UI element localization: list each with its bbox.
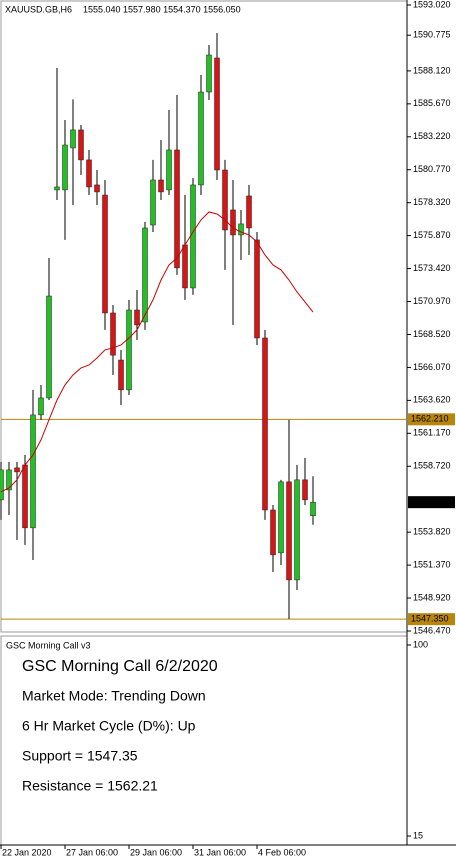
moving-average bbox=[0, 211, 314, 493]
candle-body bbox=[230, 209, 236, 236]
candle-body bbox=[46, 295, 52, 399]
indicator-pane bbox=[0, 635, 408, 846]
candle-body bbox=[14, 467, 20, 473]
y-tick-label: 1568.520 bbox=[413, 329, 451, 339]
y-tick-label: 1548.920 bbox=[413, 592, 451, 602]
y-tick-label: 1561.170 bbox=[413, 428, 451, 438]
y-tick-label: 1593.020 bbox=[413, 0, 451, 9]
indicator-line: Support = 1547.35 bbox=[22, 748, 138, 764]
indicator-line: Market Mode: Trending Down bbox=[22, 688, 206, 704]
candle-body bbox=[38, 397, 44, 416]
level-box bbox=[408, 613, 455, 626]
candle-body bbox=[206, 54, 212, 93]
candle-body bbox=[286, 481, 292, 581]
x-tick-label: 29 Jan 06:00 bbox=[130, 847, 182, 857]
x-tick-label: 27 Jan 06:00 bbox=[66, 847, 118, 857]
candle-body bbox=[30, 414, 36, 529]
y-tick-label: 1551.370 bbox=[413, 559, 451, 569]
y-tick-label: 1578.320 bbox=[413, 197, 451, 207]
candle-body bbox=[166, 149, 172, 191]
indicator-title: GSC Morning Call v3 bbox=[6, 640, 91, 650]
x-tick-label: 22 Jan 2020 bbox=[2, 847, 52, 857]
current-price-label: 1556.050 bbox=[411, 497, 449, 507]
y-tick-label: 1585.670 bbox=[413, 98, 451, 108]
candle-body bbox=[182, 244, 188, 289]
candle-body bbox=[214, 57, 220, 171]
candle-body bbox=[190, 184, 196, 289]
candle-body bbox=[110, 312, 116, 356]
symbol: XAUUSD.GB,H6 bbox=[5, 4, 72, 14]
level-label: 1547.350 bbox=[411, 614, 449, 624]
y-tick-label: 1575.870 bbox=[413, 230, 451, 240]
candle-body bbox=[270, 509, 276, 556]
candle-body bbox=[22, 464, 28, 529]
candle-body bbox=[150, 179, 156, 226]
candle-body bbox=[158, 179, 164, 193]
candle-body bbox=[222, 169, 228, 231]
y-tick-label: 1566.070 bbox=[413, 362, 451, 372]
candle-body bbox=[174, 149, 180, 269]
candle-body bbox=[54, 186, 60, 191]
y-tick-label: 1580.770 bbox=[413, 164, 451, 174]
candle-body bbox=[126, 309, 132, 391]
candle-body bbox=[238, 223, 244, 236]
y-tick-label: 1570.970 bbox=[413, 296, 451, 306]
candle-body bbox=[134, 309, 140, 326]
candle-body bbox=[254, 239, 260, 339]
candle-body bbox=[102, 194, 108, 314]
y-tick-label: 1558.720 bbox=[413, 461, 451, 471]
candle-body bbox=[246, 195, 252, 229]
candle-body bbox=[118, 359, 124, 391]
y-tick-label: 1563.620 bbox=[413, 395, 451, 405]
ohlc-label: 1555.040 1557.980 1554.370 1556.050 bbox=[83, 4, 241, 14]
indicator-heading: GSC Morning Call 6/2/2020 bbox=[22, 658, 218, 675]
indicator-tick-label: 15 bbox=[413, 830, 423, 840]
candle-body bbox=[62, 144, 68, 191]
candle-body bbox=[70, 129, 76, 149]
candle-body bbox=[86, 159, 92, 188]
candle-body bbox=[294, 479, 300, 581]
candle-body bbox=[6, 469, 12, 491]
candle-body bbox=[94, 184, 100, 193]
level-label: 1562.210 bbox=[411, 414, 449, 424]
y-tick-label: 1546.470 bbox=[413, 625, 451, 635]
y-tick-label: 1590.775 bbox=[413, 30, 451, 40]
candle-body bbox=[310, 501, 316, 517]
y-tick-label: 1573.420 bbox=[413, 263, 451, 273]
x-tick-label: 4 Feb 06:00 bbox=[258, 847, 306, 857]
y-tick-label: 1583.220 bbox=[413, 131, 451, 141]
indicator-line: 6 Hr Market Cycle (D%): Up bbox=[22, 718, 196, 734]
y-tick-label: 1588.120 bbox=[413, 65, 451, 75]
candle-body bbox=[142, 227, 148, 323]
indicator-tick-label: 100 bbox=[413, 639, 428, 649]
candle-body bbox=[302, 479, 308, 501]
y-tick-label: 1553.820 bbox=[413, 527, 451, 537]
candle-body bbox=[0, 469, 4, 501]
candle-body bbox=[278, 481, 284, 554]
price-pane bbox=[0, 0, 408, 633]
candle-body bbox=[198, 91, 204, 186]
current-price-box bbox=[408, 496, 455, 509]
candle-body bbox=[262, 337, 268, 511]
x-tick-label: 31 Jan 06:00 bbox=[194, 847, 246, 857]
candle-body bbox=[78, 129, 84, 161]
indicator-line: Resistance = 1562.21 bbox=[22, 778, 158, 794]
level-box bbox=[408, 413, 455, 426]
